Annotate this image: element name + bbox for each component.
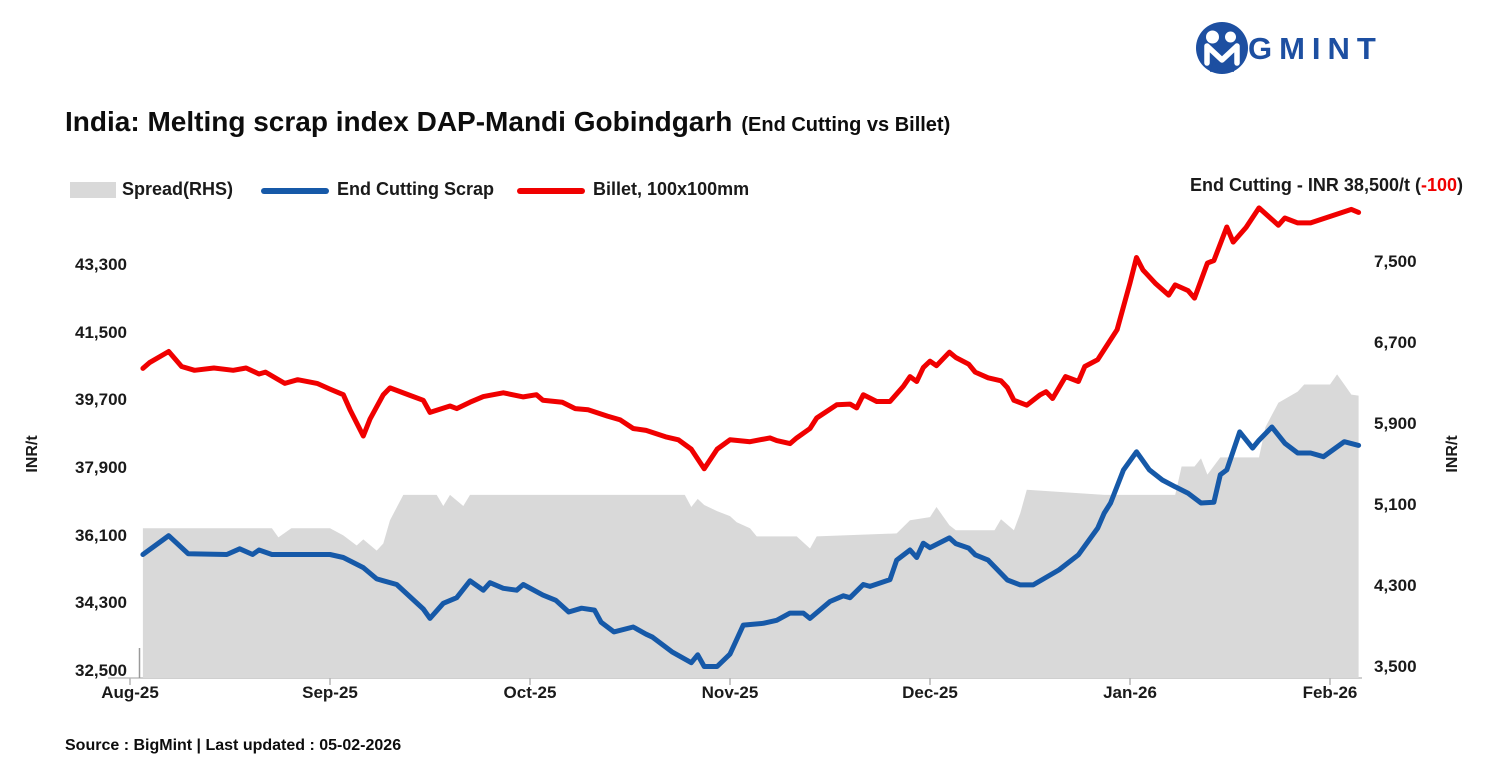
legend-swatch-spread — [70, 182, 116, 198]
left-axis-tick: 43,300 — [75, 255, 127, 274]
legend-label-spread: Spread(RHS) — [122, 179, 234, 199]
latest-price-annotation: End Cutting - INR 38,500/t (-100) — [1190, 175, 1463, 196]
left-axis-tick: 34,300 — [75, 593, 127, 612]
chart-series — [140, 205, 1362, 678]
x-axis-tick: Jan-26 — [1103, 683, 1157, 702]
x-axis-tick: Oct-25 — [503, 683, 557, 702]
right-axis-tick: 3,500 — [1374, 657, 1417, 676]
right-axis-tick: 6,700 — [1374, 333, 1417, 352]
legend-label-billet: Billet, 100x100mm — [593, 179, 750, 199]
x-axis-tick: Dec-25 — [902, 683, 958, 702]
source-note: Source : BigMint | Last updated : 05-02-… — [65, 737, 402, 754]
legend-swatch-billet — [517, 188, 585, 194]
x-axis-tick: Aug-25 — [101, 683, 159, 702]
right-axis-tick: 5,100 — [1374, 495, 1417, 514]
left-axis-tick: 36,100 — [75, 526, 127, 545]
legend-swatch-end-cutting — [261, 188, 329, 194]
right-axis-tick: 4,300 — [1374, 576, 1417, 595]
chart-title: India: Melting scrap index DAP-Mandi Gob… — [65, 106, 733, 137]
annotation-text: End Cutting - INR 38,500/t ( — [1189, 175, 1421, 195]
right-axis-title: INR/t — [1444, 435, 1461, 473]
left-axis-tick: 32,500 — [75, 661, 127, 680]
right-axis-tick: 5,900 — [1374, 414, 1417, 433]
bigmint-logo: BIGMINT — [1193, 20, 1383, 78]
left-axis-tick: 37,900 — [75, 458, 127, 477]
x-axis-tick: Sep-25 — [302, 683, 358, 702]
left-axis-title: INR/t — [24, 435, 41, 473]
bigmint-logo-icon — [1196, 22, 1248, 74]
chart-subtitle: (End Cutting vs Billet) — [741, 114, 951, 136]
left-axis-tick: 41,500 — [75, 323, 127, 342]
annotation-change: -100 — [1420, 175, 1457, 195]
legend-label-end-cutting: End Cutting Scrap — [337, 179, 494, 199]
x-axis-tick: Feb-26 — [1302, 683, 1358, 702]
right-axis-tick: 7,500 — [1374, 252, 1417, 271]
x-axis-tick: Nov-25 — [701, 683, 759, 702]
annotation-suffix: ) — [1457, 175, 1463, 195]
left-axis-tick: 39,700 — [75, 390, 127, 409]
page-title: India: Melting scrap index DAP-Mandi Gob… — [65, 106, 950, 138]
